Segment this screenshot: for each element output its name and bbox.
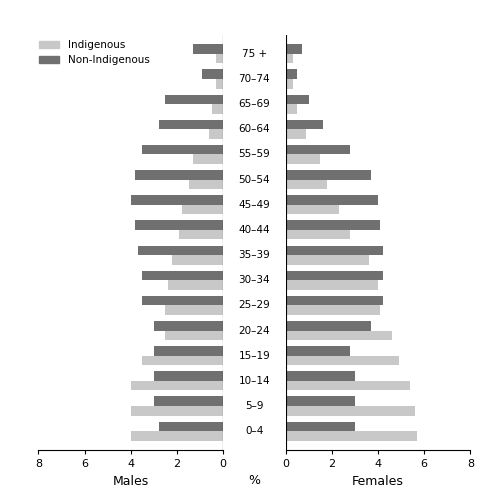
Text: 15–19: 15–19 <box>239 350 270 360</box>
Bar <box>286 381 410 390</box>
Text: 25–29: 25–29 <box>239 300 270 310</box>
Bar <box>131 195 223 205</box>
Bar <box>154 372 223 381</box>
Bar <box>209 130 223 139</box>
Bar <box>286 44 302 54</box>
Bar <box>131 431 223 440</box>
Bar <box>286 346 350 356</box>
Bar <box>166 330 223 340</box>
Text: 40–44: 40–44 <box>239 225 270 235</box>
Bar <box>181 205 223 214</box>
Bar <box>286 205 339 214</box>
Bar <box>286 130 306 139</box>
Text: 75 +: 75 + <box>242 49 267 59</box>
Text: 10–14: 10–14 <box>239 376 270 386</box>
Bar <box>286 255 369 264</box>
Bar <box>286 280 378 290</box>
Bar <box>143 356 223 365</box>
Text: 60–64: 60–64 <box>239 124 270 134</box>
Bar <box>286 54 292 64</box>
Text: 55–59: 55–59 <box>239 150 270 160</box>
Bar <box>158 422 223 431</box>
Text: 65–69: 65–69 <box>239 99 270 109</box>
Bar <box>131 406 223 415</box>
Bar <box>193 44 223 54</box>
Bar <box>286 422 355 431</box>
Bar <box>286 94 309 104</box>
Bar <box>143 296 223 306</box>
Bar <box>286 230 350 239</box>
Bar <box>286 406 415 415</box>
Bar <box>135 170 223 179</box>
Bar <box>286 79 292 88</box>
Bar <box>154 346 223 356</box>
Bar <box>212 104 223 114</box>
Bar <box>166 94 223 104</box>
Bar <box>286 296 383 306</box>
Bar <box>286 120 323 130</box>
Text: 5–9: 5–9 <box>245 401 264 411</box>
Bar <box>172 255 223 264</box>
Bar <box>286 306 380 315</box>
Bar <box>286 220 380 230</box>
Bar <box>286 154 320 164</box>
Bar <box>180 230 223 239</box>
Bar <box>131 381 223 390</box>
Legend: Indigenous, Non-Indigenous: Indigenous, Non-Indigenous <box>35 36 154 70</box>
Bar <box>286 246 383 255</box>
Bar <box>193 154 223 164</box>
Text: 0–4: 0–4 <box>245 426 264 436</box>
Text: 45–49: 45–49 <box>239 200 270 210</box>
Bar <box>286 431 417 440</box>
Bar <box>286 170 371 179</box>
Bar <box>154 321 223 330</box>
Bar <box>143 145 223 154</box>
Bar <box>138 246 223 255</box>
Bar <box>286 195 378 205</box>
Bar <box>135 220 223 230</box>
Bar <box>286 145 350 154</box>
Bar <box>216 79 223 88</box>
Bar <box>286 270 383 280</box>
Bar <box>286 70 297 79</box>
Bar <box>286 396 355 406</box>
Bar <box>143 270 223 280</box>
Bar <box>203 70 223 79</box>
Bar <box>166 306 223 315</box>
Bar <box>286 372 355 381</box>
Text: %: % <box>249 474 260 486</box>
Bar <box>286 321 371 330</box>
Bar <box>168 280 223 290</box>
Bar <box>158 120 223 130</box>
Bar <box>286 180 327 189</box>
Bar <box>286 330 392 340</box>
Text: 35–39: 35–39 <box>239 250 270 260</box>
Bar <box>189 180 223 189</box>
Bar <box>286 356 399 365</box>
Text: 70–74: 70–74 <box>239 74 270 84</box>
Text: 20–24: 20–24 <box>239 326 270 336</box>
X-axis label: Males: Males <box>113 474 149 488</box>
Text: 30–34: 30–34 <box>239 275 270 285</box>
X-axis label: Females: Females <box>352 474 404 488</box>
Bar <box>216 54 223 64</box>
Text: 50–54: 50–54 <box>239 174 270 184</box>
Bar <box>154 396 223 406</box>
Bar <box>286 104 297 114</box>
